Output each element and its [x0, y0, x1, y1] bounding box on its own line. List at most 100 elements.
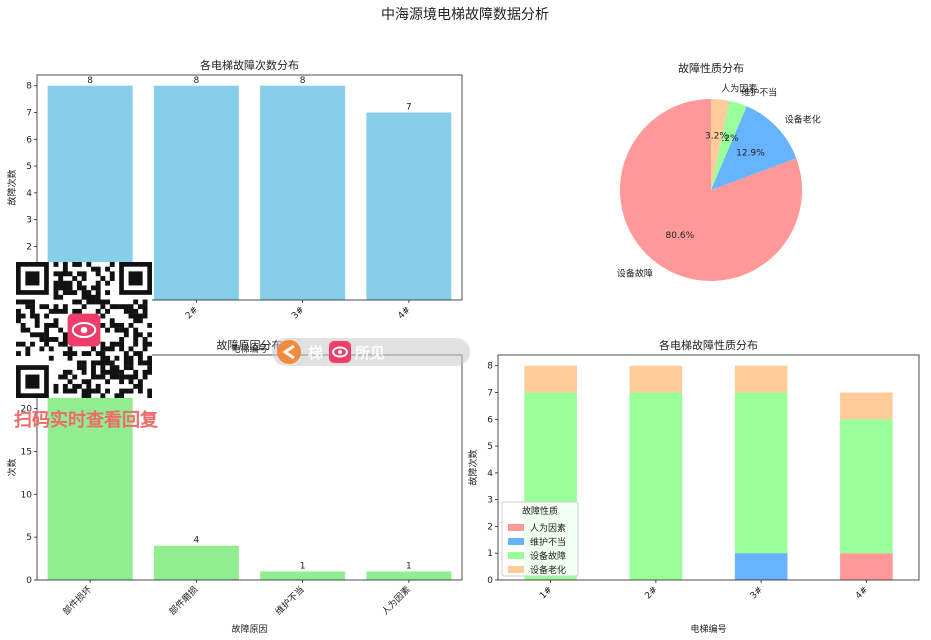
qr-module: [119, 393, 125, 399]
qr-module: [91, 369, 96, 375]
x-tick-label: 2#: [184, 305, 200, 321]
qr-module: [133, 327, 139, 333]
qr-module: [48, 322, 54, 328]
bar-value-label: 1: [300, 561, 306, 571]
qr-module: [95, 285, 101, 291]
qr-module: [142, 304, 148, 310]
y-tick-label: 5: [26, 533, 32, 543]
qr-module: [105, 290, 110, 296]
qr-module: [44, 304, 50, 310]
qr-module: [100, 355, 106, 361]
qr-module: [105, 308, 110, 314]
legend-entry: 设备故障: [530, 550, 566, 562]
bar-2: [153, 85, 239, 300]
x-tick-label: 3#: [749, 585, 765, 601]
qr-module: [128, 313, 134, 319]
bar-2: [153, 545, 239, 580]
pie-slice-4: [711, 99, 730, 190]
qr-module: [133, 341, 139, 347]
qr-module: [20, 322, 26, 328]
qr-module: [147, 360, 153, 366]
qr-module: [30, 299, 35, 305]
qr-module: [95, 290, 101, 296]
qr-module: [137, 379, 143, 385]
qr-module: [128, 365, 134, 371]
qr-module: [86, 294, 92, 300]
qr-module: [67, 271, 73, 277]
bar-segment-3-2: [734, 553, 788, 580]
qr-module: [62, 332, 68, 338]
qr-module: [76, 285, 82, 291]
qr-module: [109, 276, 115, 281]
qr-module: [109, 322, 115, 328]
qr-module: [81, 379, 87, 385]
pie-label: 维护不当: [741, 87, 777, 99]
bar-segment-2-3: [629, 392, 683, 580]
qr-module: [137, 360, 143, 366]
qr-module: [105, 299, 110, 305]
qr-module: [39, 304, 45, 310]
qr-module: [81, 393, 87, 399]
qr-code[interactable]: [16, 262, 153, 399]
qr-module: [58, 308, 64, 314]
qr-module: [128, 304, 134, 310]
qr-finder: [25, 271, 40, 286]
qr-module: [53, 262, 59, 267]
qr-module: [86, 388, 92, 394]
qr-module: [30, 332, 35, 338]
qr-module: [123, 304, 129, 310]
qr-module: [128, 346, 134, 352]
qr-module: [123, 388, 129, 394]
qr-module: [100, 322, 106, 328]
watermark-text: 梯: [308, 343, 324, 362]
legend-title: 故障性质: [522, 505, 558, 517]
qr-module: [67, 369, 73, 375]
qr-module: [48, 346, 54, 352]
qr-module: [62, 308, 68, 314]
qr-module: [25, 304, 31, 310]
qr-module: [48, 337, 54, 342]
pie-pct-label: 3.2%: [705, 132, 728, 142]
qr-module: [72, 383, 78, 389]
qr-module: [53, 290, 59, 296]
qr-module: [133, 369, 139, 375]
qr-module: [95, 388, 101, 394]
qr-module: [86, 351, 92, 356]
qr-module: [62, 271, 68, 277]
qr-module: [81, 369, 87, 375]
y-tick-label: 1: [487, 549, 493, 559]
qr-module: [100, 313, 106, 319]
qr-module: [44, 332, 50, 338]
qr-module: [67, 290, 73, 296]
qr-module: [109, 346, 115, 352]
qr-module: [44, 327, 50, 333]
qr-module: [39, 346, 45, 352]
qr-module: [114, 365, 120, 371]
qr-caption: 扫码实时查看回复: [14, 410, 158, 431]
qr-module: [16, 308, 21, 314]
qr-module: [44, 337, 50, 342]
qr-module: [128, 374, 134, 380]
qr-module: [105, 369, 110, 375]
bar-value-label: 7: [406, 103, 412, 113]
x-axis-label: 电梯编号: [231, 343, 267, 355]
qr-module: [133, 308, 139, 314]
qr-module: [44, 341, 50, 347]
qr-module: [114, 304, 120, 310]
qr-module: [123, 327, 129, 333]
pie-pct-label: 3.2%: [716, 134, 739, 144]
bar-value-label: 1: [406, 561, 412, 571]
qr-module: [133, 351, 139, 356]
y-tick-label: 3: [487, 496, 493, 506]
qr-module: [119, 388, 125, 394]
qr-module: [58, 280, 64, 286]
qr-module: [128, 322, 134, 328]
qr-module: [30, 308, 35, 314]
bar-value-label: 4: [194, 536, 200, 546]
qr-module: [25, 327, 31, 333]
legend-swatch: [508, 538, 524, 545]
qr-module: [81, 304, 87, 310]
qr-module: [123, 365, 129, 371]
qr-module: [133, 332, 139, 338]
qr-module: [20, 299, 26, 305]
